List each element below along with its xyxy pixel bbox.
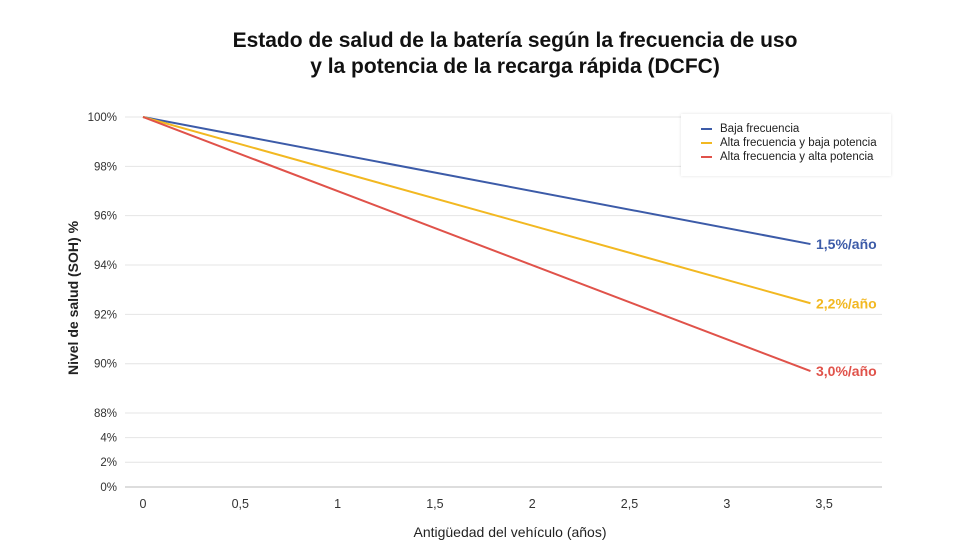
x-tick-label: 0	[140, 497, 147, 511]
y-tick-label: 92%	[94, 309, 117, 321]
x-tick-label: 3,5	[815, 497, 832, 511]
chart-title-line1: Estado de salud de la batería según la f…	[232, 29, 798, 52]
x-tick-label: 1,5	[426, 497, 443, 511]
x-tick-label: 2,5	[621, 497, 638, 511]
legend-swatch	[701, 142, 712, 144]
y-tick-label: 2%	[100, 457, 117, 469]
y-axis-title: Nivel de salud (SOH) %	[65, 220, 81, 375]
y-tick-label: 90%	[94, 359, 117, 371]
series-end-label: 2,2%/año	[816, 295, 877, 311]
legend-label: Alta frecuencia y alta potencia	[720, 151, 874, 163]
series-line-2	[142, 116, 811, 305]
series-line-1	[142, 116, 811, 246]
y-tick-label: 4%	[100, 433, 117, 445]
y-tick-label: 100%	[88, 112, 117, 124]
legend-item-alta-alta: Alta frecuencia y alta potencia	[701, 151, 873, 163]
legend-item-baja-frecuencia: Baja frecuencia	[701, 123, 799, 135]
legend-swatch	[701, 156, 712, 158]
x-tick-label: 0,5	[232, 497, 249, 511]
y-tick-label: 96%	[94, 211, 117, 223]
y-tick-label: 88%	[94, 408, 117, 420]
chart-title-line2: y la potencia de la recarga rápida (DCFC…	[310, 55, 720, 78]
legend-swatch	[701, 128, 712, 130]
y-tick-label: 94%	[94, 260, 117, 272]
y-tick-label: 0%	[100, 482, 117, 494]
legend-label: Baja frecuencia	[720, 123, 800, 135]
x-tick-label: 1	[334, 497, 341, 511]
legend-label: Alta frecuencia y baja potencia	[720, 137, 877, 149]
y-tick-label: 98%	[94, 161, 117, 173]
legend: Baja frecuencia Alta frecuencia y baja p…	[681, 114, 891, 176]
series-end-label: 3,0%/año	[816, 363, 877, 379]
series-line-3	[142, 116, 811, 373]
x-axis-title: Antigüedad del vehículo (años)	[413, 524, 606, 540]
legend-item-alta-baja: Alta frecuencia y baja potencia	[701, 137, 877, 149]
series-end-label: 1,5%/año	[816, 236, 877, 252]
x-tick-label: 2	[529, 497, 536, 511]
x-tick-label: 3	[723, 497, 730, 511]
